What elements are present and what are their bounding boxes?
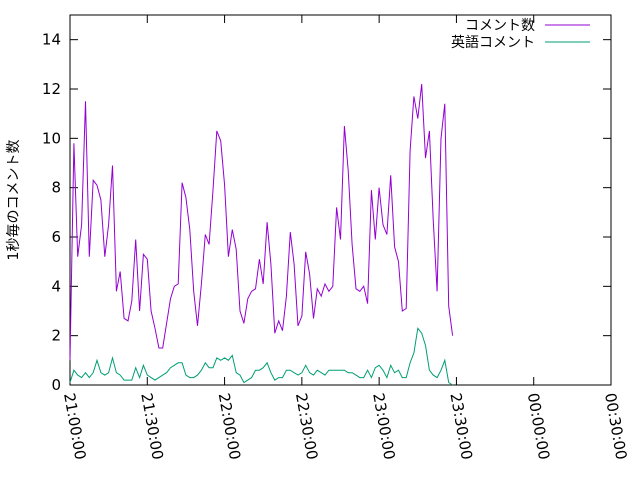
y-axis-label: 1秒毎のコメント数 [6, 140, 22, 261]
series-layer [69, 84, 454, 386]
x-tick-label: 21:30:00 [137, 392, 166, 461]
y-tick-label: 2 [51, 327, 61, 345]
y-tick-label: 6 [51, 228, 61, 246]
series-line-1 [69, 327, 453, 386]
legend-label: 英語コメント [451, 34, 535, 51]
y-tick-label: 8 [51, 179, 61, 197]
x-tick-label: 22:00:00 [215, 392, 244, 461]
y-tick-label: 14 [42, 31, 61, 49]
y-tick-label: 4 [51, 277, 61, 295]
x-tick-label: 00:00:00 [524, 392, 553, 461]
y-axis: 0 2 4 6 8 10 12 14 [42, 31, 611, 394]
x-tick-label: 00:30:00 [601, 392, 630, 461]
y-tick-label: 10 [42, 129, 61, 147]
y-tick-label: 0 [51, 376, 61, 394]
x-tick-label: 23:30:00 [446, 392, 475, 461]
x-tick-label: 22:30:00 [292, 392, 321, 461]
x-tick-label: 21:00:00 [60, 392, 89, 461]
series-line-0 [69, 84, 454, 361]
y-tick-label: 12 [42, 80, 61, 98]
x-tick-label: 23:00:00 [369, 392, 398, 461]
x-axis: 21:00:00 21:30:00 22:00:00 22:30:00 23:00:00… [60, 15, 630, 461]
legend-label: コメント数 [465, 18, 535, 34]
plot-frame [69, 14, 612, 386]
